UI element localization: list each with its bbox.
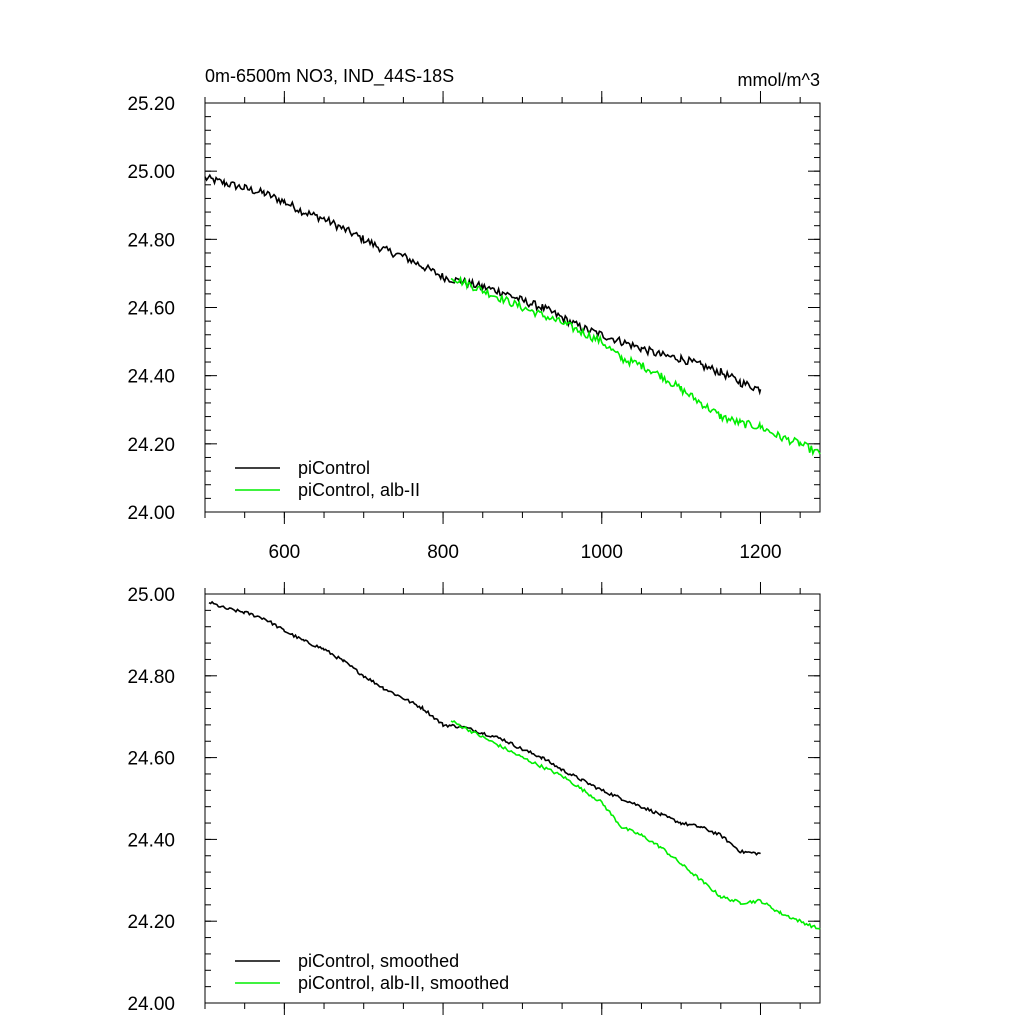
legend-label: piControl, alb-II xyxy=(298,480,420,500)
x-tick-label: 1000 xyxy=(581,542,623,563)
chart-title: 0m-6500m NO3, IND_44S-18S xyxy=(205,66,454,87)
plot-frame xyxy=(204,102,821,513)
units-label: mmol/m^3 xyxy=(738,70,820,90)
x-tick-label: 1200 xyxy=(739,542,781,563)
series-line-0 xyxy=(208,600,761,856)
legend-label: piControl, smoothed xyxy=(298,951,459,971)
plot-frame xyxy=(204,593,821,1004)
legend-label: piControl, alb-II, smoothed xyxy=(298,973,509,993)
y-tick-label: 24.60 xyxy=(127,299,175,320)
y-tick-label: 25.00 xyxy=(127,162,175,183)
series-line-0 xyxy=(204,173,762,396)
y-tick-label: 24.80 xyxy=(127,667,175,688)
x-tick-label: 800 xyxy=(427,542,459,563)
y-tick-label: 25.20 xyxy=(127,94,175,115)
series-line-1 xyxy=(450,720,821,931)
bottom-panel: 24.00 24.20 24.40 24.60 24.80 25.00 piControl,… xyxy=(127,582,821,1015)
y-tick-label: 24.20 xyxy=(127,912,175,933)
y-tick-label: 25.00 xyxy=(127,585,175,606)
y-tick-label: 24.20 xyxy=(127,435,175,456)
y-tick-label: 24.40 xyxy=(127,367,175,388)
legend-label: piControl xyxy=(298,458,370,478)
y-tick-label: 24.60 xyxy=(127,749,175,770)
series-line-1 xyxy=(450,275,821,457)
top-panel: 24.00 24.20 24.40 24.60 24.80 25.00 25.20 600 80… xyxy=(127,91,821,563)
x-tick-label: 600 xyxy=(269,542,301,563)
y-tick-label: 24.00 xyxy=(127,503,175,524)
y-tick-label: 24.40 xyxy=(127,830,175,851)
y-tick-label: 24.80 xyxy=(127,230,175,251)
y-tick-label: 24.00 xyxy=(127,994,175,1015)
